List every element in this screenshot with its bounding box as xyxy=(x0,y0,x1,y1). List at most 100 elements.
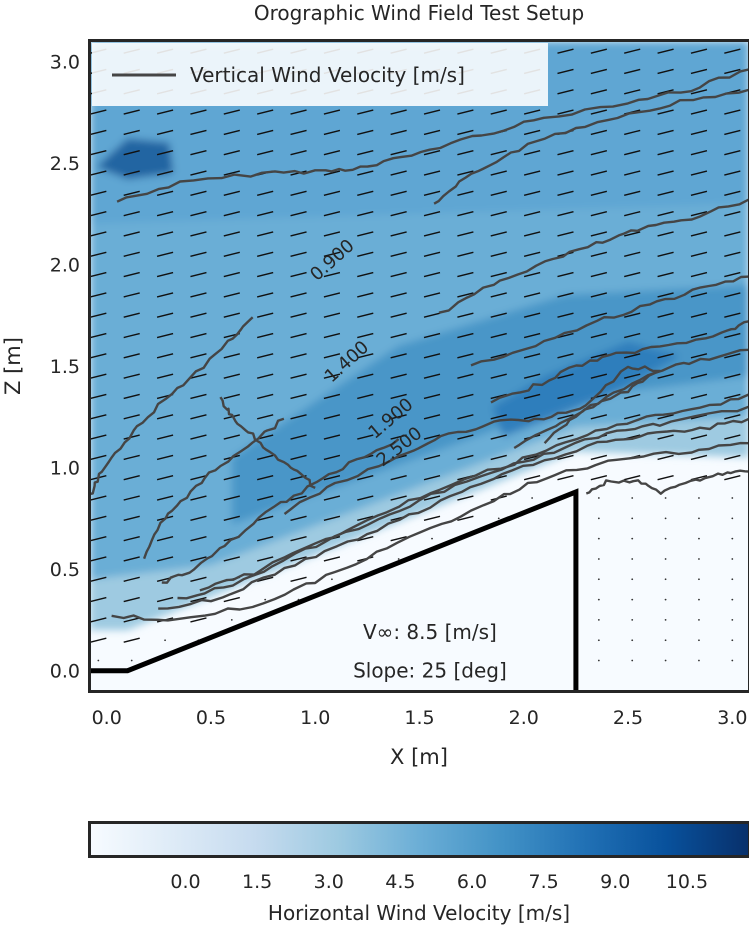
vector-dash xyxy=(657,129,674,136)
wind-vectors xyxy=(90,48,741,662)
vector-dash xyxy=(190,535,207,542)
vector-dot xyxy=(664,558,667,560)
vector-dash xyxy=(690,393,708,400)
vector-dot xyxy=(597,578,600,581)
vector-dash xyxy=(457,373,474,379)
vector-dash xyxy=(624,332,641,339)
vector-dash xyxy=(423,373,441,379)
contour-line-0 xyxy=(116,68,749,203)
colorbar-frame xyxy=(88,821,749,858)
vector-dash xyxy=(290,251,307,257)
vector-dot xyxy=(698,619,700,621)
vector-dash xyxy=(390,271,407,278)
vector-dash xyxy=(323,556,341,562)
vector-dash xyxy=(257,373,274,379)
vector-dash xyxy=(323,210,341,217)
vector-dash xyxy=(590,292,608,298)
vector-dash xyxy=(523,353,541,359)
vector-dash xyxy=(390,170,407,176)
vector-dash xyxy=(357,271,374,278)
vector-dash xyxy=(690,48,708,54)
vector-dash xyxy=(156,292,174,298)
vector-dash xyxy=(190,515,207,522)
vector-dash xyxy=(123,596,140,603)
vector-dash xyxy=(257,454,274,461)
band-hotspot xyxy=(96,138,174,180)
vector-dash xyxy=(90,312,107,318)
vector-dash xyxy=(690,109,708,115)
vector-dash xyxy=(257,535,274,542)
vector-dash xyxy=(590,271,608,278)
vector-dash xyxy=(557,48,574,54)
vector-dash xyxy=(323,129,341,136)
vector-dash xyxy=(624,68,641,75)
vector-dash xyxy=(357,332,374,339)
vector-dash xyxy=(657,68,674,75)
vector-dash xyxy=(156,535,174,542)
chart-title: Orographic Wind Field Test Setup xyxy=(254,1,584,25)
vector-dash xyxy=(223,109,240,115)
vector-dash xyxy=(690,89,708,95)
vector-dash xyxy=(290,271,307,278)
vector-dash xyxy=(90,373,107,379)
vector-dash xyxy=(457,495,474,501)
vector-dash xyxy=(190,475,207,481)
annotations: V∞: 8.5 [m/s] Slope: 25 [deg] xyxy=(353,620,507,683)
vector-dash xyxy=(624,475,641,481)
vector-dash xyxy=(690,353,708,359)
vector-dash xyxy=(156,434,174,440)
vector-dash xyxy=(290,576,307,582)
vector-dash xyxy=(423,170,441,176)
vector-dash xyxy=(90,332,107,339)
vector-dash xyxy=(423,129,441,136)
vector-dash xyxy=(390,109,407,115)
vector-dash xyxy=(557,475,574,481)
vector-dash xyxy=(223,231,240,237)
vector-dash xyxy=(724,210,741,217)
vector-dash xyxy=(457,454,474,461)
colorbar-tick-5: 7.5 xyxy=(529,871,559,893)
vector-dash xyxy=(323,292,341,298)
y-tick-2: 1.0 xyxy=(50,458,80,480)
vector-dash xyxy=(190,251,207,257)
vector-dash xyxy=(657,292,674,298)
vector-dash xyxy=(724,332,741,339)
vector-dash xyxy=(357,170,374,176)
vector-dash xyxy=(223,190,240,197)
vector-dash xyxy=(690,150,708,156)
vector-dash xyxy=(490,150,507,156)
vector-dash xyxy=(523,231,541,237)
vector-dash xyxy=(523,190,541,197)
vector-dash xyxy=(490,434,507,440)
vector-dot xyxy=(230,619,233,621)
vector-dash xyxy=(90,576,107,582)
vector-dash xyxy=(590,48,608,54)
vector-dash xyxy=(624,190,641,197)
vector-dash xyxy=(690,271,708,278)
vector-dash xyxy=(90,515,107,522)
vector-dot xyxy=(698,598,700,601)
vector-dash xyxy=(423,434,441,440)
vector-dash xyxy=(724,109,741,115)
vector-dash xyxy=(223,495,240,501)
vector-dot xyxy=(664,537,667,540)
vector-dot xyxy=(631,497,634,499)
colorbar-gradient xyxy=(90,823,749,856)
vector-dash xyxy=(624,210,641,217)
vector-dash xyxy=(590,353,608,359)
vector-dash xyxy=(457,210,474,217)
vector-dash xyxy=(490,109,507,115)
vector-dash xyxy=(90,353,107,359)
vector-dash xyxy=(357,353,374,359)
vector-dash xyxy=(290,129,307,136)
vector-dash xyxy=(123,515,140,522)
vector-dash xyxy=(290,515,307,522)
contour-line-14 xyxy=(585,469,749,495)
colorbar-tick-0: 0.0 xyxy=(170,871,200,893)
vector-dot xyxy=(731,578,734,581)
vector-dash xyxy=(724,68,741,75)
vector-dash xyxy=(523,332,541,339)
contour-line-11 xyxy=(158,417,749,610)
vector-dash xyxy=(90,637,107,643)
y-tick-6: 3.0 xyxy=(50,51,80,73)
